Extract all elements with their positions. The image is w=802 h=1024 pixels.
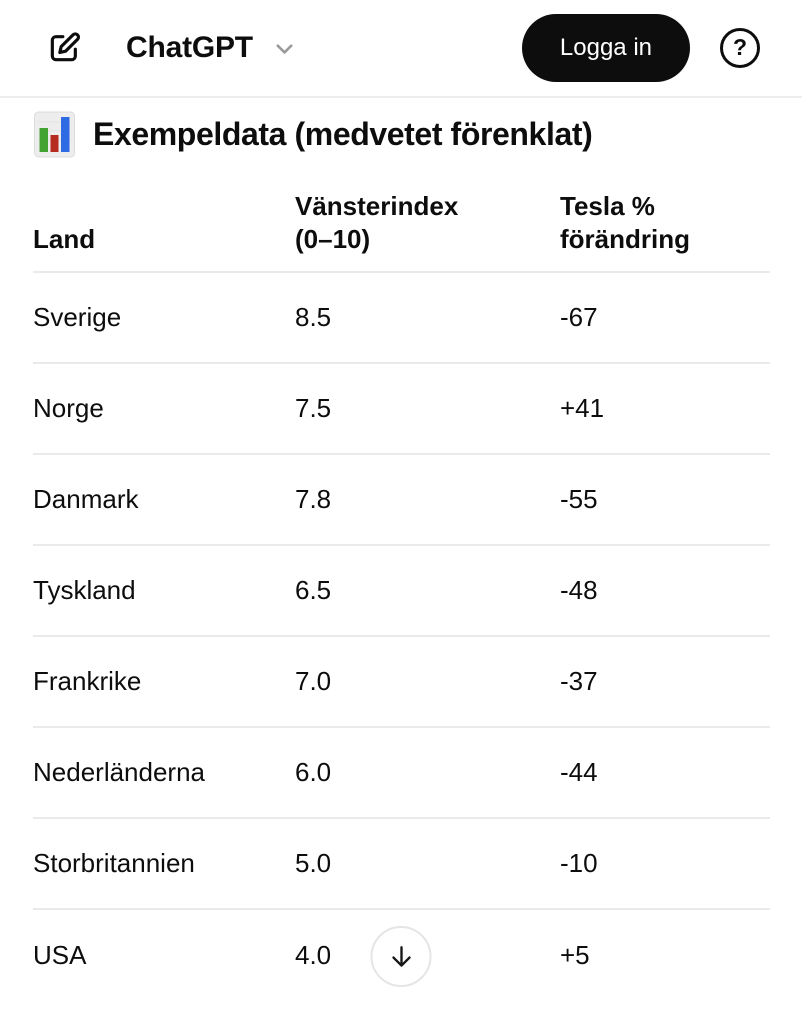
cell-change: -55 <box>560 483 598 514</box>
cell-land: Frankrike <box>33 665 142 696</box>
chevron-down-icon <box>271 35 298 62</box>
cell-change: -37 <box>560 665 598 696</box>
cell-land: Nederländerna <box>33 756 206 787</box>
compose-icon <box>44 28 84 68</box>
table-row: Norge 7.5 +41 <box>33 364 770 455</box>
cell-index: 7.0 <box>295 665 332 696</box>
cell-land: Sverige <box>33 301 122 332</box>
table-row: Storbritannien 5.0 -10 <box>33 819 770 910</box>
cell-land: Norge <box>33 392 104 423</box>
model-switcher[interactable]: ChatGPT <box>126 31 298 65</box>
cell-change: -48 <box>560 574 598 605</box>
page-title: Exempeldata (medvetet förenklat) <box>93 115 593 152</box>
table-row: Danmark 7.8 -55 <box>33 455 770 546</box>
cell-change: +41 <box>560 392 605 423</box>
help-button[interactable]: ? <box>720 28 760 68</box>
cell-change: +5 <box>560 939 590 970</box>
cell-index: 4.0 <box>295 939 332 970</box>
new-chat-button[interactable] <box>44 28 84 68</box>
column-header-change: Tesla % förändring <box>560 191 690 255</box>
table-row: Sverige 8.5 -67 <box>33 273 770 364</box>
cell-index: 7.5 <box>295 392 332 423</box>
topbar: ChatGPT Logga in ? <box>0 0 802 98</box>
cell-land: USA <box>33 939 87 970</box>
column-header-index: Vänsterindex (0–10) <box>295 191 459 255</box>
brand-label: ChatGPT <box>126 31 253 64</box>
question-icon: ? <box>732 33 748 60</box>
cell-index: 5.0 <box>295 847 332 878</box>
title-row: Exempeldata (medvetet förenklat) <box>33 109 769 159</box>
table-header-row: Land Vänsterindex (0–10) Tesla % förändr… <box>33 190 770 273</box>
login-button[interactable]: Logga in <box>521 14 690 82</box>
scroll-to-bottom-button[interactable] <box>370 926 432 987</box>
cell-land: Danmark <box>33 483 139 514</box>
cell-land: Tyskland <box>33 574 136 605</box>
example-data-table: Land Vänsterindex (0–10) Tesla % förändr… <box>33 190 770 1001</box>
cell-change: -44 <box>560 756 598 787</box>
table-row: Tyskland 6.5 -48 <box>33 546 770 637</box>
column-header-land: Land <box>33 224 96 255</box>
cell-index: 8.5 <box>295 301 332 332</box>
table-row: Nederländerna 6.0 -44 <box>33 728 770 819</box>
cell-change: -10 <box>560 847 598 878</box>
cell-land: Storbritannien <box>33 847 195 878</box>
cell-index: 6.0 <box>295 756 332 787</box>
table-row: Frankrike 7.0 -37 <box>33 637 770 728</box>
cell-index: 7.8 <box>295 483 332 514</box>
cell-change: -67 <box>560 301 598 332</box>
table-row: USA 4.0 +5 <box>33 910 770 1001</box>
bar-chart-icon <box>33 109 76 159</box>
cell-index: 6.5 <box>295 574 332 605</box>
down-arrow-icon <box>386 942 416 972</box>
